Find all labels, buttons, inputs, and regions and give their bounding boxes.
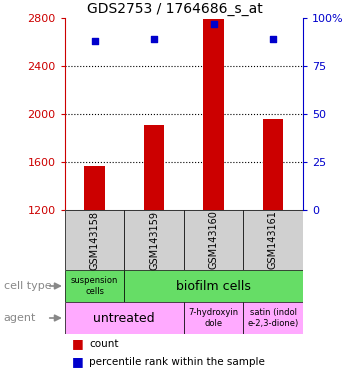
Text: GSM143161: GSM143161 <box>268 210 278 270</box>
Bar <box>124 270 303 302</box>
Bar <box>65 270 124 302</box>
Bar <box>144 125 164 210</box>
Bar <box>184 210 243 270</box>
Text: suspension
cells: suspension cells <box>71 276 118 296</box>
Text: percentile rank within the sample: percentile rank within the sample <box>89 357 265 367</box>
Bar <box>184 302 243 334</box>
Point <box>270 36 276 42</box>
Bar <box>65 302 184 334</box>
Text: biofilm cells: biofilm cells <box>176 280 251 293</box>
Bar <box>84 166 105 210</box>
Bar <box>203 19 224 210</box>
Text: ■: ■ <box>72 338 84 351</box>
Text: GSM143160: GSM143160 <box>209 210 218 270</box>
Text: cell type: cell type <box>4 281 51 291</box>
Point <box>92 38 97 44</box>
Text: GDS2753 / 1764686_s_at: GDS2753 / 1764686_s_at <box>87 2 263 16</box>
Bar <box>243 210 303 270</box>
Text: untreated: untreated <box>93 311 155 324</box>
Text: count: count <box>89 339 119 349</box>
Bar <box>262 119 284 210</box>
Bar <box>243 302 303 334</box>
Point <box>151 36 157 42</box>
Text: agent: agent <box>4 313 36 323</box>
Bar <box>124 210 184 270</box>
Bar <box>65 210 124 270</box>
Text: ■: ■ <box>72 356 84 369</box>
Text: 7-hydroxyin
dole: 7-hydroxyin dole <box>188 308 239 328</box>
Point <box>211 21 216 27</box>
Text: GSM143158: GSM143158 <box>90 210 99 270</box>
Text: satin (indol
e-2,3-dione): satin (indol e-2,3-dione) <box>247 308 299 328</box>
Text: GSM143159: GSM143159 <box>149 210 159 270</box>
